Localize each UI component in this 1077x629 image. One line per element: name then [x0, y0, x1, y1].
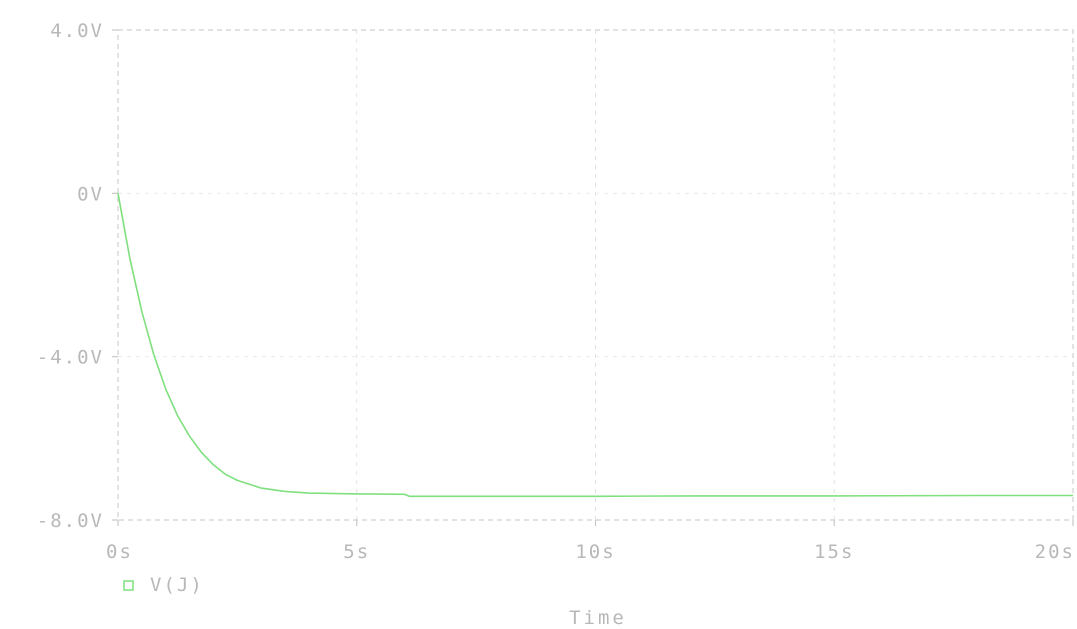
x-tick-label: 15s [814, 541, 854, 563]
x-tick-label: 10s [575, 541, 615, 563]
series-line [117, 193, 1073, 498]
series-layer [117, 193, 1073, 498]
y-tick-label: -8.0V [37, 510, 104, 532]
legend-marker-square [123, 580, 134, 591]
y-tick-label: 4.0V [50, 20, 104, 42]
legend-label: V(J) [150, 574, 204, 596]
plot-frame [117, 29, 1074, 521]
x-tick-label: 0s [106, 541, 133, 563]
y-tick-label: -4.0V [37, 347, 104, 369]
y-tick-label: 0V [77, 183, 104, 205]
x-tick-label: 20s [1035, 541, 1075, 563]
grid-lines [118, 30, 1073, 520]
axis-ticks: 0s 5s 10s 15s 20s 4.0V 0V -4.0V -8.0V [37, 20, 1075, 563]
legend: V(J) [123, 574, 204, 596]
x-axis-title: Time [569, 607, 627, 629]
x-tick-label: 5s [343, 541, 370, 563]
